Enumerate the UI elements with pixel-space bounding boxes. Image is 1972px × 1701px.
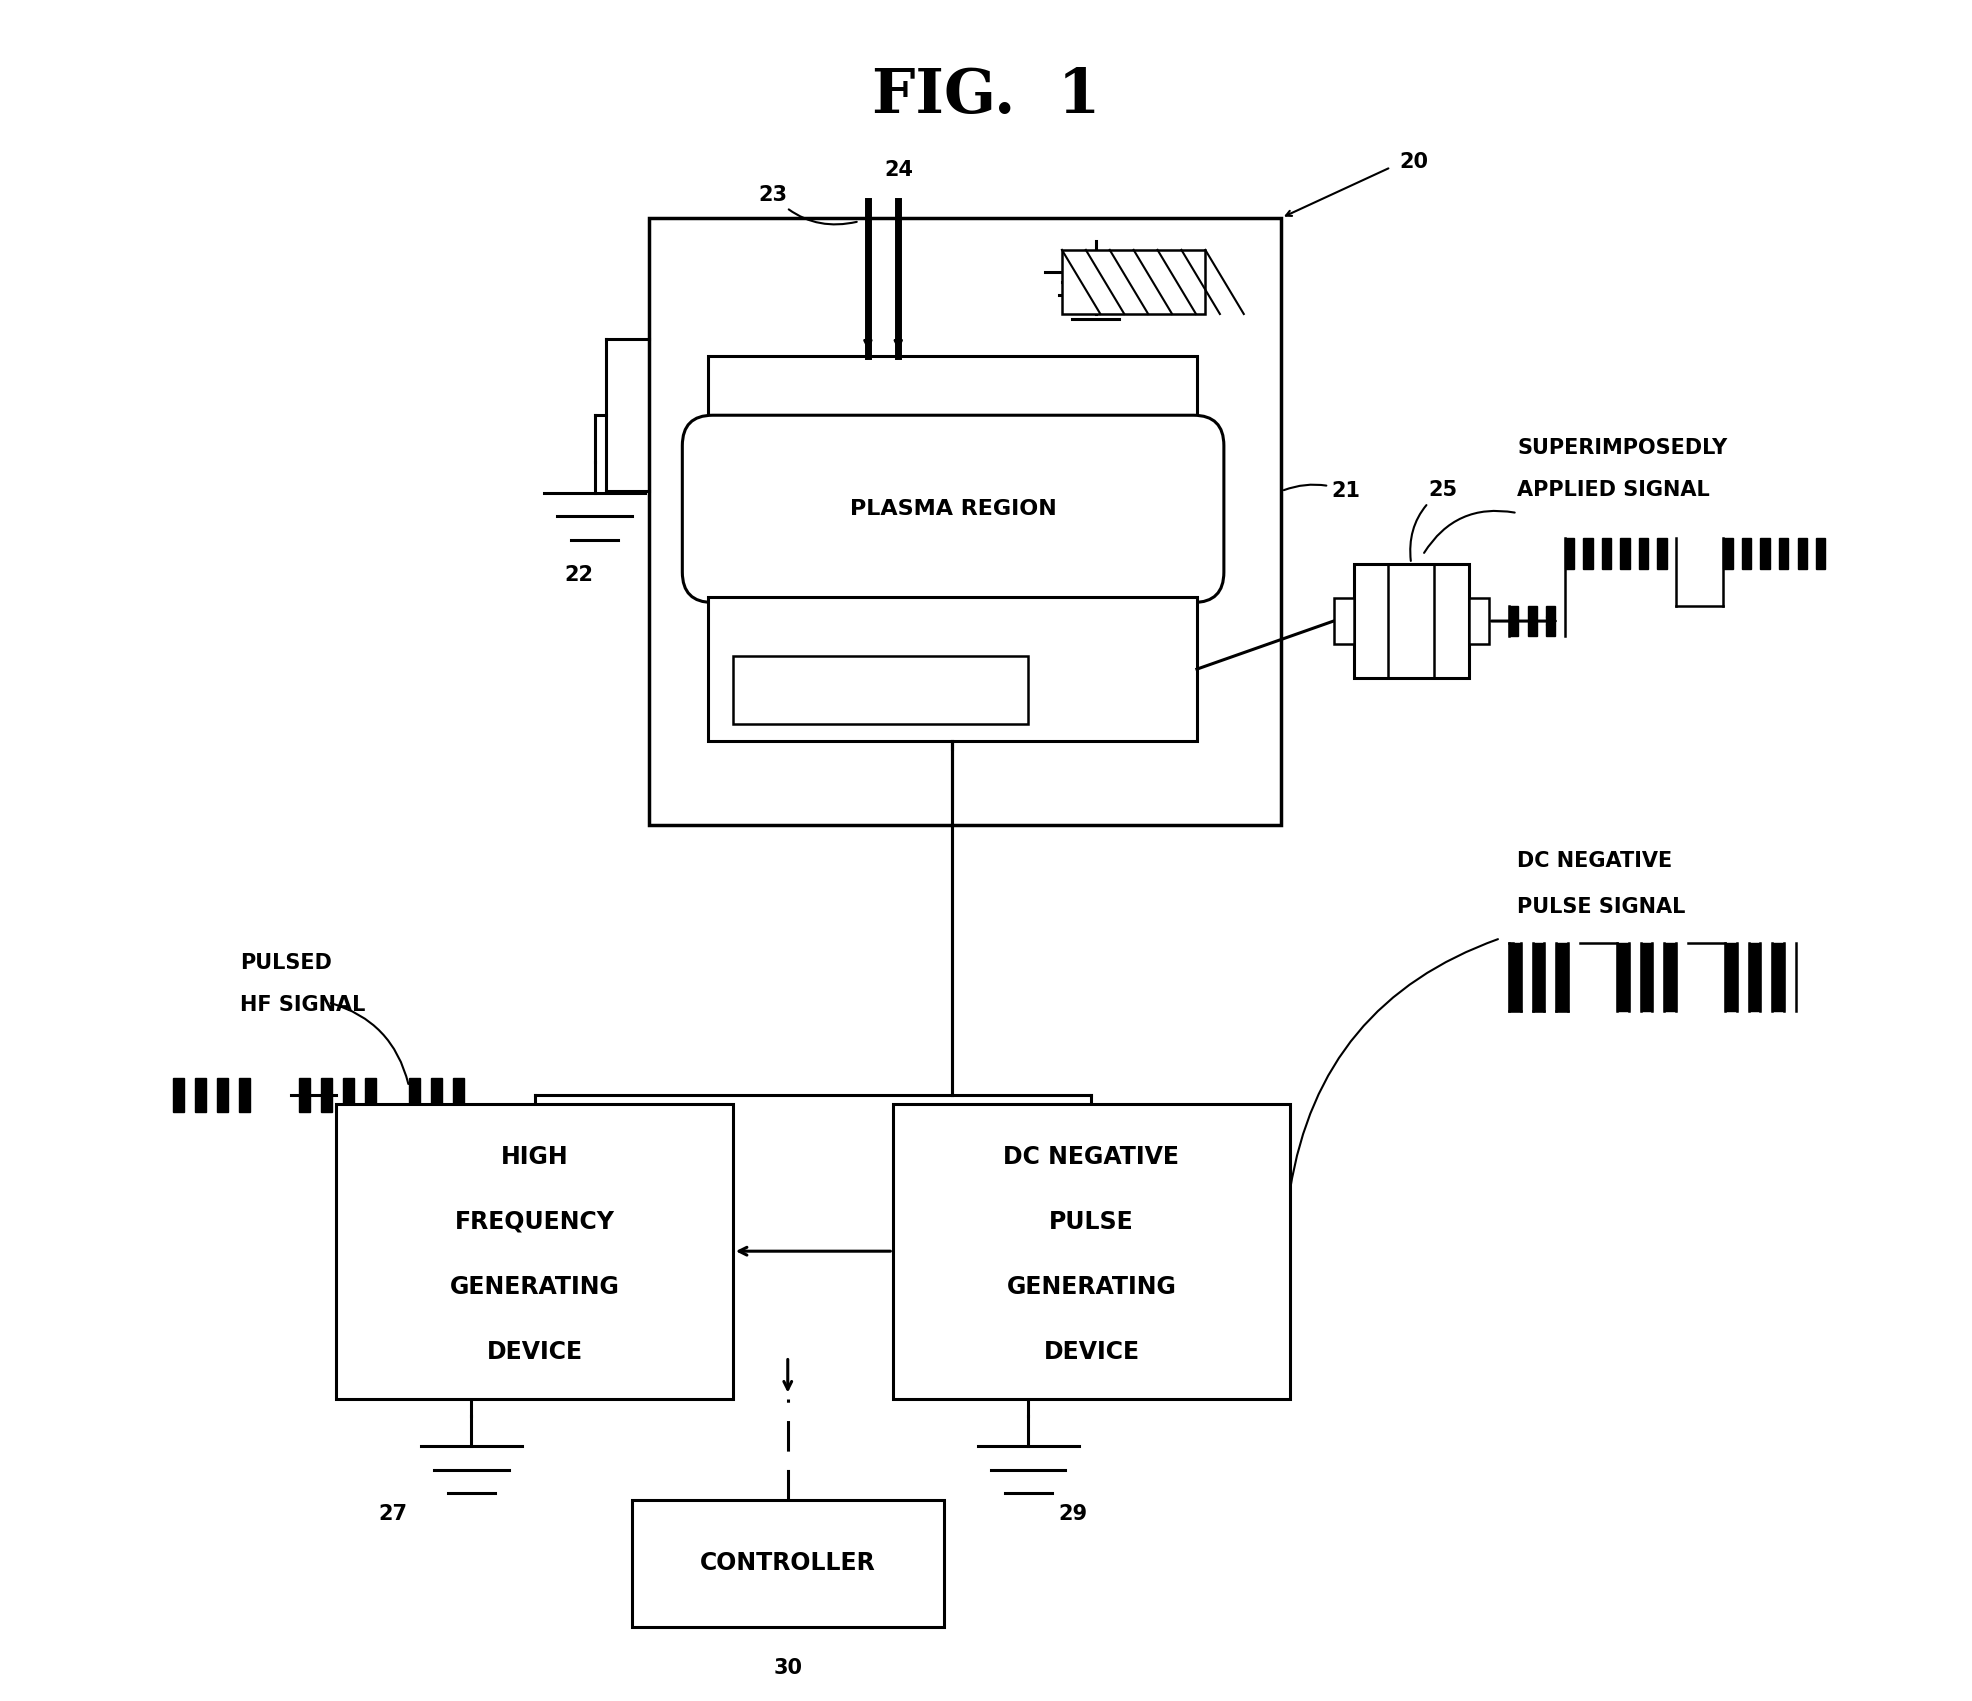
Polygon shape (239, 1078, 250, 1112)
Polygon shape (300, 1078, 310, 1112)
Bar (1061, 250, 1205, 315)
Polygon shape (408, 1078, 420, 1112)
Polygon shape (1546, 606, 1556, 636)
Text: DC NEGATIVE: DC NEGATIVE (1516, 852, 1672, 871)
Text: 22: 22 (564, 565, 594, 585)
Text: 23: 23 (759, 185, 856, 225)
Text: SUPERIMPOSEDLY: SUPERIMPOSEDLY (1516, 439, 1727, 458)
Polygon shape (1664, 944, 1676, 1010)
Polygon shape (1528, 606, 1536, 636)
Bar (708, 356, 1197, 420)
Polygon shape (217, 1078, 227, 1112)
Polygon shape (1509, 944, 1520, 1010)
Text: 27: 27 (379, 1504, 408, 1524)
Polygon shape (1621, 539, 1629, 568)
Text: GENERATING: GENERATING (1006, 1274, 1177, 1298)
Text: 25: 25 (1410, 480, 1457, 561)
Polygon shape (1798, 539, 1806, 568)
Polygon shape (1641, 944, 1653, 1010)
Text: APPLIED SIGNAL: APPLIED SIGNAL (1516, 480, 1710, 500)
Polygon shape (343, 1078, 355, 1112)
Bar (708, 597, 1197, 742)
Polygon shape (1532, 944, 1544, 1010)
Bar (893, 1104, 1290, 1398)
Bar (1355, 563, 1469, 679)
Text: 29: 29 (1059, 1504, 1089, 1524)
Bar (649, 218, 1282, 825)
Polygon shape (1601, 539, 1611, 568)
Polygon shape (1761, 539, 1769, 568)
Polygon shape (1584, 539, 1593, 568)
Polygon shape (1617, 944, 1629, 1010)
Text: FREQUENCY: FREQUENCY (456, 1209, 615, 1233)
Polygon shape (1779, 539, 1789, 568)
Polygon shape (1726, 944, 1737, 1010)
Bar (337, 1104, 734, 1398)
Polygon shape (1564, 539, 1574, 568)
Text: DEVICE: DEVICE (1043, 1340, 1140, 1364)
FancyBboxPatch shape (682, 415, 1225, 602)
Text: PULSE SIGNAL: PULSE SIGNAL (1516, 896, 1686, 917)
Polygon shape (321, 1078, 331, 1112)
Text: CONTROLLER: CONTROLLER (700, 1551, 876, 1575)
Polygon shape (1854, 539, 1862, 568)
Text: GENERATING: GENERATING (450, 1274, 619, 1298)
Polygon shape (1556, 944, 1568, 1010)
Polygon shape (1919, 539, 1929, 568)
Text: FIG.  1: FIG. 1 (872, 66, 1100, 126)
Text: 30: 30 (773, 1658, 803, 1677)
Polygon shape (1749, 944, 1761, 1010)
Polygon shape (365, 1078, 377, 1112)
Polygon shape (1834, 539, 1844, 568)
Text: HIGH: HIGH (501, 1145, 568, 1169)
Text: HF SIGNAL: HF SIGNAL (241, 995, 365, 1015)
Polygon shape (1639, 539, 1649, 568)
Polygon shape (1509, 606, 1518, 636)
Polygon shape (174, 1078, 183, 1112)
Polygon shape (1956, 539, 1966, 568)
Text: PULSE: PULSE (1049, 1209, 1134, 1233)
Polygon shape (454, 1078, 463, 1112)
Text: 20: 20 (1400, 151, 1428, 172)
Polygon shape (1741, 539, 1751, 568)
Bar (734, 657, 1027, 725)
Polygon shape (1816, 539, 1826, 568)
Text: DC NEGATIVE: DC NEGATIVE (1004, 1145, 1179, 1169)
Polygon shape (195, 1078, 205, 1112)
Text: 24: 24 (885, 160, 913, 180)
Polygon shape (1724, 539, 1733, 568)
Bar (631, 1500, 945, 1626)
Polygon shape (1938, 539, 1946, 568)
Text: PULSED: PULSED (241, 953, 331, 973)
Text: 21: 21 (1284, 481, 1361, 502)
Polygon shape (432, 1078, 442, 1112)
Text: PLASMA REGION: PLASMA REGION (850, 498, 1057, 519)
Polygon shape (1773, 944, 1785, 1010)
Polygon shape (1658, 539, 1666, 568)
Bar (1469, 599, 1489, 645)
Text: DEVICE: DEVICE (487, 1340, 584, 1364)
Bar (1333, 599, 1355, 645)
